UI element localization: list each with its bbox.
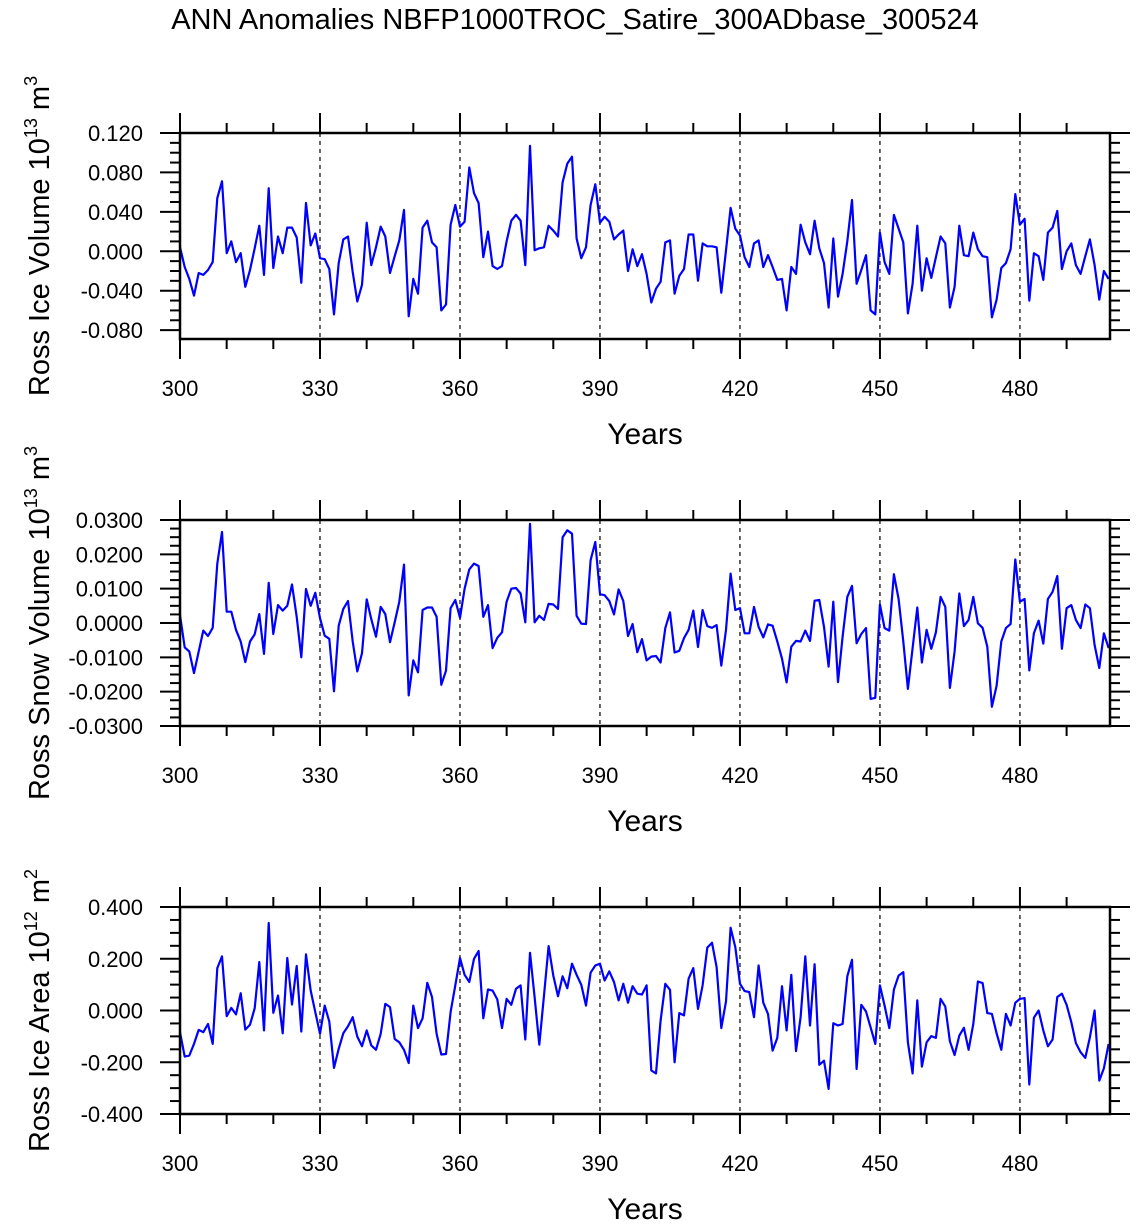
plot-frame bbox=[178, 131, 1112, 341]
y-tick-label: 0.0200 bbox=[76, 542, 143, 567]
y-tick-label: -0.0200 bbox=[68, 680, 143, 705]
x-tick-label: 330 bbox=[302, 763, 339, 788]
x-tick-label: 300 bbox=[162, 1151, 199, 1176]
panel-2: 300 330 360 390 420 450 480 -0.0300 -0.0200 -0.01… bbox=[21, 446, 1130, 838]
y-tick-label: 0.400 bbox=[88, 895, 143, 920]
y-axis-label-part: m bbox=[24, 86, 56, 118]
plot-frame bbox=[178, 905, 1112, 1116]
y-tick-label: -0.200 bbox=[81, 1050, 143, 1075]
x-axis-label: Years bbox=[607, 418, 683, 451]
plot-frame bbox=[178, 518, 1112, 728]
y-axis-label-part: Ross Ice Area 10 bbox=[24, 931, 56, 1152]
y-axis-label: Ross Ice Volume 1013 m3 bbox=[21, 76, 56, 396]
x-tick-label: 300 bbox=[162, 763, 199, 788]
y-tick-label: -0.400 bbox=[81, 1102, 143, 1127]
x-tick-label: 420 bbox=[722, 376, 759, 401]
x-tick-label: 420 bbox=[722, 1151, 759, 1176]
y-axis-label-part: Ross Ice Volume 10 bbox=[24, 138, 56, 396]
series-line bbox=[178, 921, 1110, 1091]
y-tick-label: 0.000 bbox=[88, 239, 143, 264]
x-axis-label: Years bbox=[607, 1193, 683, 1224]
x-tick-label: 390 bbox=[582, 1151, 619, 1176]
x-tick-label: 330 bbox=[302, 1151, 339, 1176]
x-tick-label: 450 bbox=[862, 763, 899, 788]
y-axis-label: Ross Snow Volume 1013 m3 bbox=[21, 446, 56, 800]
y-tick-label: -0.080 bbox=[81, 318, 143, 343]
y-axis-label-part: 13 bbox=[21, 488, 41, 508]
y-axis-label-part: 12 bbox=[21, 911, 41, 931]
x-tick-label: 330 bbox=[302, 376, 339, 401]
x-tick-label: 390 bbox=[582, 763, 619, 788]
x-tick-label: 480 bbox=[1002, 376, 1039, 401]
y-tick-label: 0.120 bbox=[88, 121, 143, 146]
x-tick-label: 450 bbox=[862, 376, 899, 401]
panel-3: 300 330 360 390 420 450 480 -0.400 -0.200 0.000 0.… bbox=[21, 869, 1130, 1224]
y-tick-label: 0.000 bbox=[88, 999, 143, 1024]
y-axis-label-part: 3 bbox=[21, 76, 41, 86]
x-tick-label: 450 bbox=[862, 1151, 899, 1176]
y-axis-label-part: m bbox=[24, 456, 56, 488]
x-tick-label: 300 bbox=[162, 376, 199, 401]
series-line bbox=[178, 144, 1110, 319]
y-tick-label: -0.0300 bbox=[68, 714, 143, 739]
y-axis-label-part: 13 bbox=[21, 118, 41, 138]
y-axis-label-part: m bbox=[24, 879, 56, 911]
y-tick-label: 0.080 bbox=[88, 160, 143, 185]
figure-title: ANN Anomalies NBFP1000TROC_Satire_300ADb… bbox=[171, 4, 979, 36]
panels: 300 330 360 390 420 450 480 -0.080 -0.040 0.000 0.… bbox=[21, 76, 1130, 1224]
y-tick-label: 0.040 bbox=[88, 200, 143, 225]
x-axis-label: Years bbox=[607, 805, 683, 838]
y-tick-label: -0.040 bbox=[81, 279, 143, 304]
y-axis-label: Ross Ice Area 1012 m2 bbox=[21, 869, 56, 1152]
x-tick-label: 480 bbox=[1002, 1151, 1039, 1176]
x-tick-label: 360 bbox=[442, 1151, 479, 1176]
series-line bbox=[178, 522, 1110, 708]
x-tick-label: 480 bbox=[1002, 763, 1039, 788]
y-axis-label-part: 3 bbox=[21, 446, 41, 456]
y-axis-label-part: 2 bbox=[21, 869, 41, 879]
panel-1: 300 330 360 390 420 450 480 -0.080 -0.040 0.000 0.… bbox=[21, 76, 1130, 451]
y-tick-label: 0.200 bbox=[88, 947, 143, 972]
y-tick-label: 0.0100 bbox=[76, 577, 143, 602]
x-tick-label: 360 bbox=[442, 763, 479, 788]
y-tick-label: 0.0300 bbox=[76, 508, 143, 533]
y-tick-label: 0.0000 bbox=[76, 611, 143, 636]
x-tick-label: 360 bbox=[442, 376, 479, 401]
x-tick-label: 420 bbox=[722, 763, 759, 788]
x-tick-label: 390 bbox=[582, 376, 619, 401]
y-tick-label: -0.0100 bbox=[68, 645, 143, 670]
y-axis-label-part: Ross Snow Volume 10 bbox=[24, 508, 56, 800]
